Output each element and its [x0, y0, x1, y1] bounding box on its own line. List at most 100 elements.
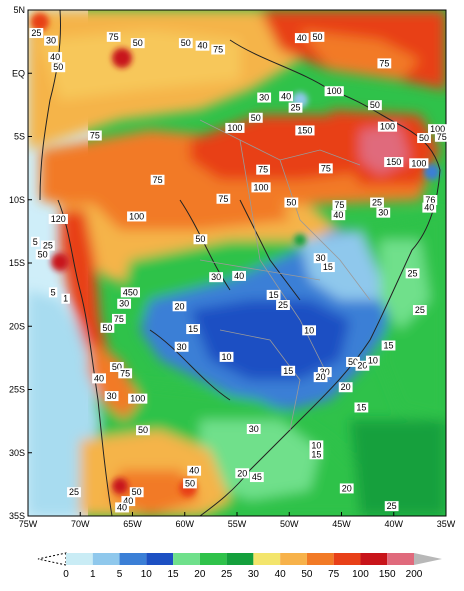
- lon-tick-label: 35W: [437, 519, 456, 529]
- contour-label: 40: [297, 33, 307, 43]
- lat-tick-label: 35S: [9, 511, 25, 521]
- legend-threshold-label: 75: [328, 569, 340, 580]
- lat-tick-label: 5S: [14, 132, 25, 142]
- contour-label: 50: [348, 357, 358, 367]
- contour-label: 50: [181, 38, 191, 48]
- contour-label-box: [31, 236, 40, 247]
- contour-label-box: [434, 131, 449, 142]
- contour-label-box: [40, 240, 55, 251]
- legend-threshold-label: 200: [406, 569, 423, 580]
- contour-label-box: [281, 365, 296, 376]
- contour-label: 15: [323, 262, 333, 272]
- contour-label-box: [428, 124, 448, 135]
- contour-label: 20: [341, 382, 351, 392]
- legend-swatch: [66, 553, 93, 565]
- contour-label-box: [318, 163, 333, 174]
- precip-field: [28, 10, 446, 516]
- contour-label: 50: [112, 362, 122, 372]
- contour-label-box: [121, 496, 136, 507]
- legend-threshold-label: 25: [221, 569, 233, 580]
- lon-tick-label: 55W: [228, 519, 247, 529]
- contour-label-box: [112, 313, 126, 324]
- lat-tick-label: 10S: [9, 195, 25, 205]
- contour-label: 50: [138, 425, 148, 435]
- contour-label: 25: [408, 268, 418, 278]
- contour-label-box: [48, 52, 63, 63]
- contour-label: 20: [237, 468, 247, 478]
- contour-label-box: [51, 62, 66, 73]
- contour-label: 75: [109, 32, 119, 42]
- lat-tick-label: 25S: [9, 385, 25, 395]
- contour-label-box: [370, 197, 384, 208]
- contour-label-box: [332, 200, 347, 211]
- contour-label-box: [209, 272, 223, 283]
- contour-label: 75: [153, 175, 163, 185]
- coastline: [39, 10, 441, 516]
- lat-tick-label: 20S: [9, 321, 25, 331]
- contour-label-box: [106, 31, 121, 42]
- contour-label: 25: [43, 241, 53, 251]
- contour-label: 50: [53, 62, 63, 72]
- contour-label: 20: [342, 483, 352, 493]
- contour-label: 75: [114, 314, 124, 324]
- contour-label-box: [412, 305, 427, 316]
- contour-label-box: [193, 234, 208, 245]
- legend-swatch: [119, 553, 147, 565]
- contour-label: 15: [311, 449, 321, 459]
- legend-threshold-label: 5: [117, 569, 123, 580]
- contour-label: 40: [117, 502, 127, 512]
- contour-label-box: [381, 340, 396, 351]
- contour-label-box: [288, 102, 303, 113]
- contour-label-box: [48, 213, 68, 224]
- contour-label-box: [256, 164, 271, 175]
- contour-label: 50: [185, 478, 195, 488]
- lon-tick-label: 45W: [332, 519, 351, 529]
- legend-swatch: [226, 553, 254, 565]
- contour-label-box: [117, 298, 132, 309]
- contour-label: 30: [177, 342, 187, 352]
- contour-label: 100: [411, 158, 426, 168]
- contour-label-box: [246, 423, 261, 434]
- contour-label-box: [87, 130, 102, 141]
- contour-label: 20: [316, 372, 326, 382]
- contour-label-box: [257, 92, 272, 103]
- contour-label: 5: [51, 287, 56, 297]
- contour-label: 450: [123, 287, 138, 297]
- contour-label: 75: [334, 200, 344, 210]
- contour-label-box: [317, 367, 332, 378]
- contour-label: 40: [123, 496, 133, 506]
- contour-label-box: [35, 249, 50, 260]
- contour-label: 100: [430, 124, 445, 134]
- legend-swatch: [360, 553, 388, 565]
- contour-label-box: [376, 207, 391, 218]
- contour-label-box: [225, 122, 245, 133]
- contour-label: 10: [368, 356, 378, 366]
- legend-swatch: [306, 553, 334, 565]
- contour-label-box: [136, 425, 150, 436]
- legend-swatch: [146, 553, 174, 565]
- contour-label-box: [346, 356, 360, 367]
- contour-label: 40: [424, 203, 434, 213]
- contour-label: 120: [51, 214, 66, 224]
- contour-label-box: [183, 478, 197, 489]
- contour-label-box: [295, 125, 315, 136]
- contour-label: 30: [259, 93, 269, 103]
- contour-label-box: [377, 121, 398, 132]
- contour-label-box: [129, 487, 144, 498]
- contour-label: 10: [311, 440, 321, 450]
- contour-label-box: [354, 402, 369, 413]
- lat-tick-label: 30S: [9, 448, 25, 458]
- contour-label-box: [232, 270, 246, 281]
- contour-label: 40: [281, 91, 291, 101]
- contour-label: 100: [380, 122, 395, 132]
- contour-label: 15: [384, 340, 394, 350]
- contour-label-box: [249, 472, 264, 483]
- contour-label: 40: [333, 210, 343, 220]
- contour-label: 25: [69, 487, 79, 497]
- contour-label: 75: [120, 368, 130, 378]
- contour-label: 40: [198, 41, 208, 51]
- contour-label-box: [276, 300, 290, 311]
- contour-label: 40: [234, 271, 244, 281]
- contour-label-box: [384, 157, 404, 168]
